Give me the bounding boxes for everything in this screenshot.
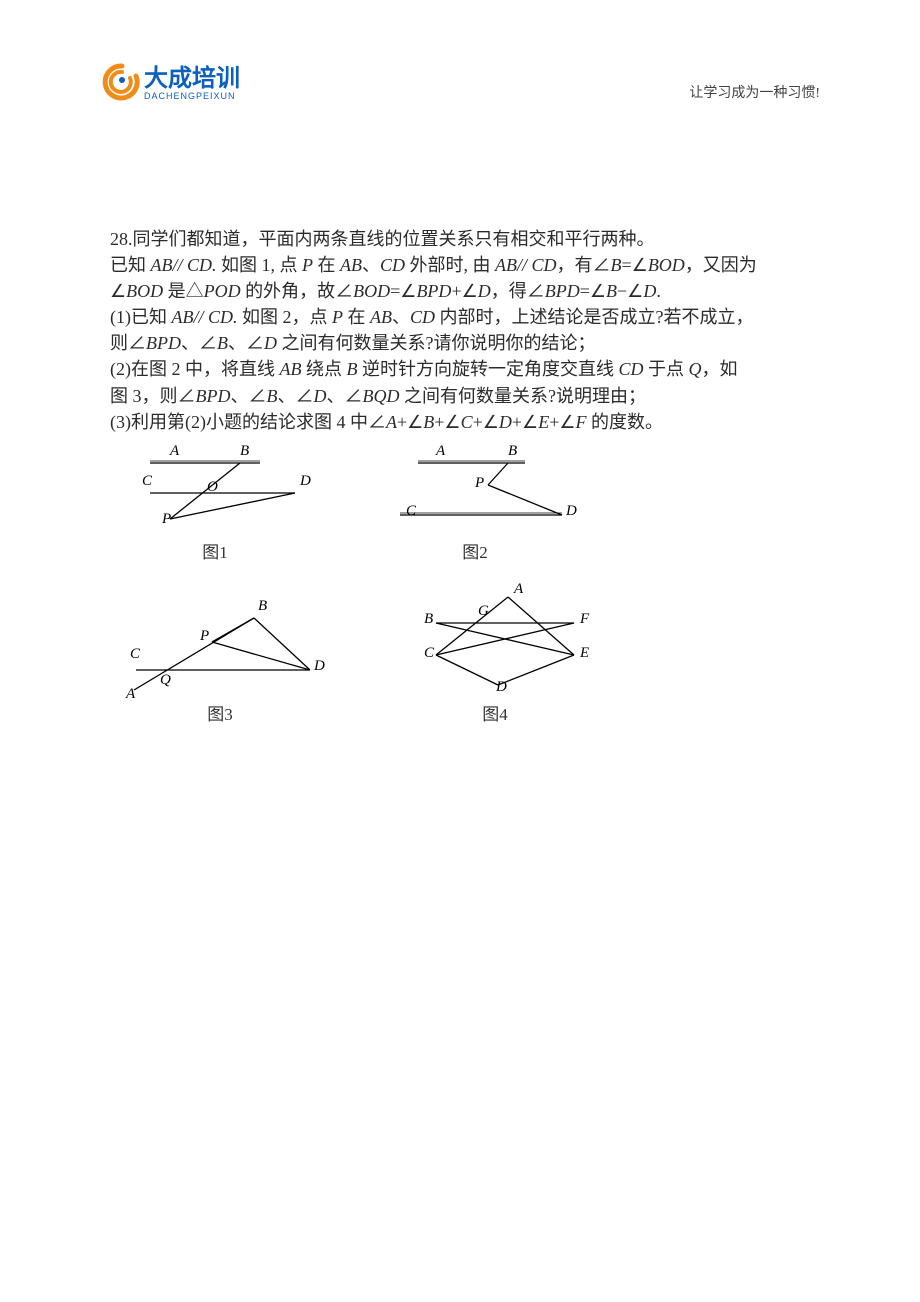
svg-text:E: E	[579, 645, 589, 661]
header-slogan: 让学习成为一种习惯!	[689, 82, 820, 102]
figure-row-2: A B C D P Q 图3 A B C D E F G 图4	[110, 583, 810, 728]
logo-text-main: 大成培训	[144, 64, 240, 92]
line-intro: 28.同学们都知道，平面内两条直线的位置关系只有相交和平行两种。	[110, 226, 810, 252]
figure-4-diagram: A B C D E F G	[380, 583, 610, 703]
svg-text:C: C	[406, 503, 417, 519]
svg-text:C: C	[130, 646, 141, 662]
figures-container: A B C D O P 图1 A B C D P 图2 A B C D P Q 图3 A B C D E F G 图4	[110, 441, 810, 728]
svg-text:Q: Q	[160, 672, 171, 688]
svg-text:C: C	[142, 473, 153, 489]
figure-4-label: 图4	[482, 703, 508, 728]
line-q2: (2)在图 2 中，将直线 AB 绕点 B 逆时针方向旋转一定角度交直线 CD …	[110, 356, 810, 382]
figure-3-diagram: A B C D P Q	[110, 598, 330, 703]
svg-text:A: A	[169, 443, 180, 459]
figure-2-label: 图2	[462, 541, 488, 566]
problem-number: 28.	[110, 229, 133, 249]
figure-3: A B C D P Q 图3	[110, 598, 330, 728]
svg-text:D: D	[299, 473, 311, 489]
page-header: 大成培训 DACHENGPEIXUN 让学习成为一种习惯!	[100, 58, 820, 108]
svg-text:A: A	[125, 686, 136, 702]
line-q3: (3)利用第(2)小题的结论求图 4 中∠A+∠B+∠C+∠D+∠E+∠F 的度…	[110, 409, 810, 435]
figure-1-diagram: A B C D O P	[110, 441, 320, 541]
svg-text:C: C	[424, 645, 435, 661]
svg-text:D: D	[565, 503, 577, 519]
figure-1-label: 图1	[202, 541, 228, 566]
figure-4: A B C D E F G 图4	[380, 583, 610, 728]
svg-text:D: D	[313, 658, 325, 674]
svg-text:B: B	[258, 598, 267, 614]
svg-text:B: B	[508, 443, 517, 459]
line-q2-2: 图 3，则∠BPD、∠B、∠D、∠BQD 之间有何数量关系?说明理由；	[110, 383, 810, 409]
logo-text-sub: DACHENGPEIXUN	[144, 91, 236, 101]
line-q1-2: 则∠BPD、∠B、∠D 之间有何数量关系?请你说明你的结论；	[110, 330, 810, 356]
svg-text:G: G	[478, 603, 489, 619]
svg-text:P: P	[199, 628, 209, 644]
figure-1: A B C D O P 图1	[110, 441, 320, 566]
svg-text:F: F	[579, 611, 590, 627]
svg-text:P: P	[474, 475, 484, 491]
figure-3-label: 图3	[207, 703, 233, 728]
svg-text:D: D	[495, 679, 507, 695]
svg-text:B: B	[240, 443, 249, 459]
svg-text:B: B	[424, 611, 433, 627]
svg-text:A: A	[435, 443, 446, 459]
svg-text:P: P	[161, 511, 171, 527]
figure-row-1: A B C D O P 图1 A B C D P 图2	[110, 441, 810, 566]
line-given-2: ∠BOD 是△POD 的外角，故∠BOD=∠BPD+∠D，得∠BPD=∠B−∠D…	[110, 278, 810, 304]
problem-content: 28.同学们都知道，平面内两条直线的位置关系只有相交和平行两种。 已知 AB//…	[110, 226, 810, 728]
svg-text:O: O	[207, 479, 218, 495]
figure-2-diagram: A B C D P	[370, 441, 580, 541]
line-q1: (1)已知 AB// CD. 如图 2，点 P 在 AB、CD 内部时，上述结论…	[110, 304, 810, 330]
logo-swirl-icon	[105, 66, 137, 98]
svg-text:A: A	[513, 583, 524, 597]
document-page: 大成培训 DACHENGPEIXUN 让学习成为一种习惯! 28.同学们都知道，…	[0, 0, 920, 1302]
figure-2: A B C D P 图2	[370, 441, 580, 566]
logo: 大成培训 DACHENGPEIXUN	[100, 58, 260, 104]
line-given-1: 已知 AB// CD. 如图 1, 点 P 在 AB、CD 外部时, 由 AB/…	[110, 252, 810, 278]
